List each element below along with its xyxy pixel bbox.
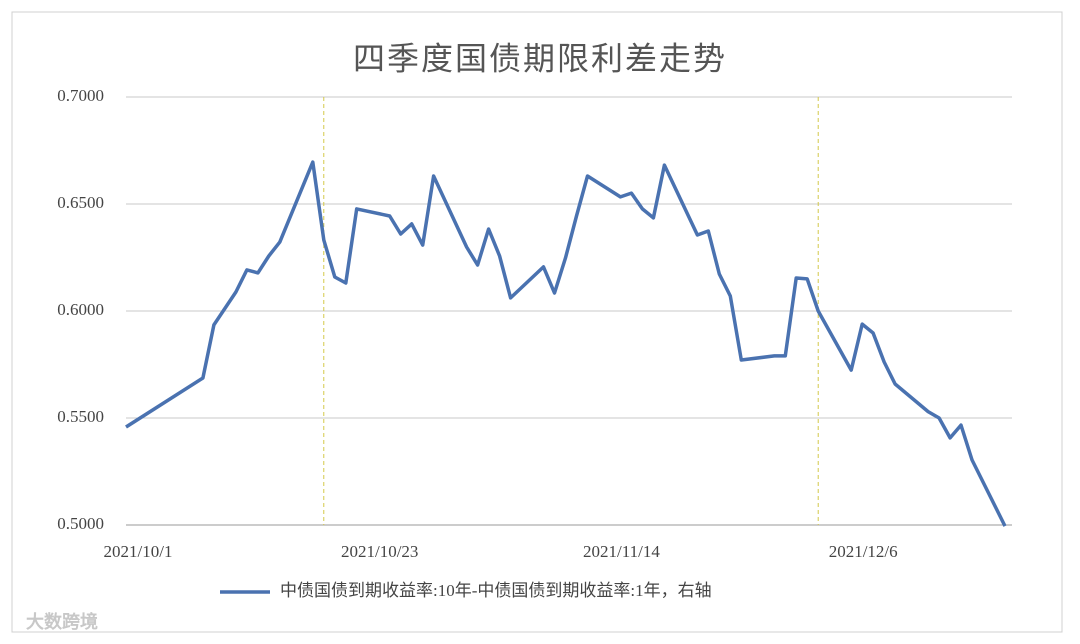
line-series [125,160,1007,527]
chart-frame [11,11,1063,633]
y-tick-label: 0.6500 [57,193,104,212]
chart-title: 四季度国债期限利差走势 [353,40,727,76]
x-tick-label: 2021/11/14 [583,542,660,561]
y-tick-label: 0.5500 [57,407,104,426]
y-tick-label: 0.7000 [57,86,104,105]
watermark: 大数跨境 [26,611,98,632]
y-tick-label: 0.6000 [57,300,104,319]
y-tick-label: 0.5000 [57,514,104,533]
x-tick-label: 2021/12/6 [829,542,898,561]
x-tick-label: 2021/10/1 [104,542,173,561]
legend-label: 中债国债到期收益率:10年-中债国债到期收益率:1年，右轴 [280,581,712,600]
x-tick-label: 2021/10/23 [341,542,418,561]
